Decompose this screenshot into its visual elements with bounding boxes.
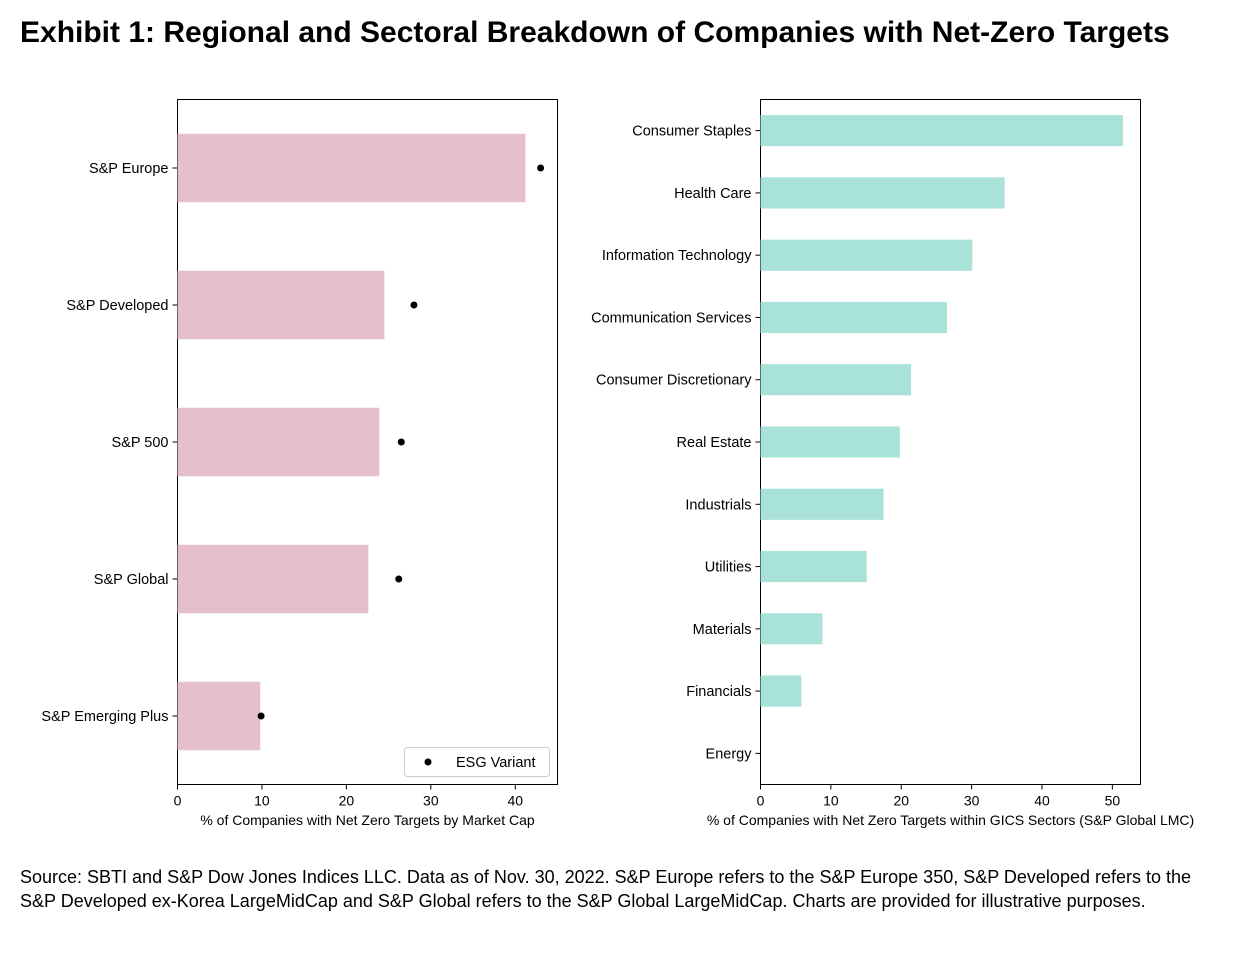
bar-real-estate <box>760 426 900 458</box>
y-tick-label-information-technology: Information Technology <box>602 248 752 264</box>
bar-information-technology <box>760 239 973 271</box>
x-tick-label-40: 40 <box>1034 793 1050 809</box>
source-note: Source: SBTI and S&P Dow Jones Indices L… <box>20 867 1192 911</box>
x-tick-label-40: 40 <box>507 793 523 809</box>
bar-consumer-staples <box>760 115 1123 147</box>
x-tick-label-20: 20 <box>339 793 355 809</box>
bar-consumer-discretionary <box>760 364 912 396</box>
y-tick-label-sp-europe: S&P Europe <box>89 161 169 177</box>
x-tick-label-0: 0 <box>174 793 182 809</box>
x-tick-label-10: 10 <box>254 793 270 809</box>
bar-sp-europe <box>177 133 526 203</box>
x-tick-label-30: 30 <box>964 793 980 809</box>
sector-x-axis-label: % of Companies with Net Zero Targets wit… <box>707 812 1194 828</box>
bar-materials <box>760 613 823 645</box>
bar-sp-global <box>177 544 369 614</box>
regional-chart: S&P Europe S&P Developed S&P 500 S&P Global… <box>41 99 558 828</box>
bar-health-care <box>760 177 1005 209</box>
esg-marker-sp-global <box>395 575 403 583</box>
y-tick-label-financials: Financials <box>686 684 751 700</box>
y-tick-label-communication-services: Communication Services <box>591 310 751 326</box>
x-tick-label-20: 20 <box>893 793 909 809</box>
bar-sp-emerging-plus <box>177 681 261 751</box>
x-tick-label-0: 0 <box>757 793 765 809</box>
y-tick-label-real-estate: Real Estate <box>677 435 752 451</box>
x-tick-label-10: 10 <box>823 793 839 809</box>
y-tick-label-consumer-discretionary: Consumer Discretionary <box>596 373 752 389</box>
esg-marker-sp-developed <box>410 301 418 309</box>
chart-title: Exhibit 1: Regional and Sectoral Breakdo… <box>20 16 1170 49</box>
bar-sp-developed <box>177 270 385 340</box>
bar-sp-500 <box>177 407 380 477</box>
legend-box <box>404 747 550 777</box>
legend-marker <box>424 758 432 766</box>
y-tick-label-energy: Energy <box>706 746 753 762</box>
esg-marker-sp-500 <box>397 438 405 446</box>
y-tick-label-sp-developed: S&P Developed <box>66 298 168 314</box>
bar-utilities <box>760 550 867 583</box>
sector-chart: Consumer Staples Health Care Information T… <box>591 99 1194 828</box>
regional-x-axis-label: % of Companies with Net Zero Targets by … <box>200 812 535 828</box>
bar-communication-services <box>760 301 947 334</box>
esg-variant-legend: ESG Variant <box>404 747 550 777</box>
y-tick-label-health-care: Health Care <box>674 186 751 202</box>
y-tick-label-consumer-staples: Consumer Staples <box>632 124 751 140</box>
y-tick-label-utilities: Utilities <box>705 560 752 576</box>
bar-industrials <box>760 488 884 520</box>
y-tick-label-industrials: Industrials <box>685 497 751 513</box>
y-tick-label-sp-global: S&P Global <box>94 572 169 588</box>
bar-financials <box>760 675 802 707</box>
legend-label: ESG Variant <box>456 755 536 771</box>
x-tick-label-50: 50 <box>1105 793 1121 809</box>
esg-marker-sp-europe <box>537 164 545 172</box>
y-tick-label-sp-emerging-plus: S&P Emerging Plus <box>41 709 168 725</box>
y-tick-label-materials: Materials <box>693 622 752 638</box>
esg-marker-sp-emerging-plus <box>257 712 265 720</box>
y-tick-label-sp-500: S&P 500 <box>112 435 169 451</box>
x-tick-label-30: 30 <box>423 793 439 809</box>
